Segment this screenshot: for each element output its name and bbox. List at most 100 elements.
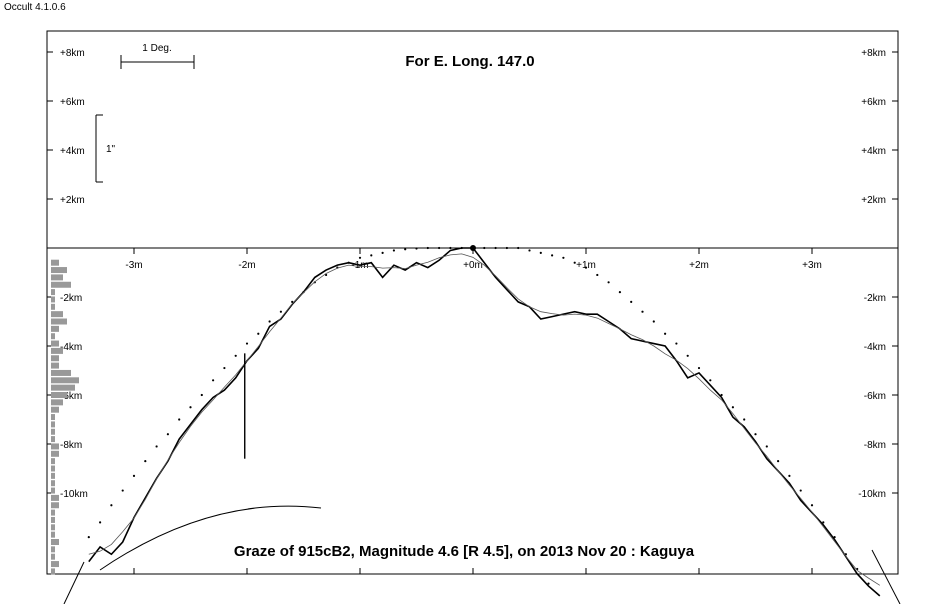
y-tick-label-left: -8km — [60, 440, 82, 451]
reference-dot — [822, 521, 825, 524]
reference-dot — [584, 266, 588, 269]
reference-dot — [799, 489, 802, 492]
histogram-bar — [51, 561, 59, 568]
reference-dot — [697, 366, 701, 370]
plot-frame — [46, 30, 899, 575]
histogram-bar — [51, 289, 55, 296]
reference-dot — [765, 445, 768, 448]
reference-dot — [686, 354, 689, 357]
reference-dot — [99, 521, 102, 524]
histogram-bar — [51, 480, 55, 487]
reference-dot — [528, 249, 531, 252]
reference-dot — [279, 310, 282, 313]
reference-dot — [551, 254, 554, 257]
histogram-bar — [51, 377, 79, 384]
histogram-bar — [51, 281, 71, 288]
histogram-bar — [51, 369, 71, 376]
reference-dot — [426, 246, 429, 250]
y-tick-label-right: -4km — [864, 342, 886, 353]
histogram-bar — [51, 524, 55, 531]
outer-limb-right — [871, 549, 901, 604]
outer-limb-left — [63, 561, 85, 604]
histogram-bar — [51, 296, 55, 303]
reference-dot — [132, 474, 136, 477]
reference-dot — [788, 474, 791, 477]
histogram-bar — [51, 516, 55, 523]
histogram-bar — [51, 568, 55, 575]
reference-dot — [291, 300, 294, 303]
histogram-bar — [51, 414, 55, 421]
reference-dot — [777, 460, 780, 463]
reference-dot — [268, 320, 271, 323]
reference-dot — [607, 281, 610, 284]
histogram-bar — [51, 340, 59, 347]
histogram-bar — [51, 472, 55, 479]
reference-dot — [539, 251, 542, 254]
histogram-bar — [51, 553, 55, 560]
reference-dot — [596, 273, 599, 277]
reference-dot — [234, 354, 237, 357]
y-tick-label-right: -6km — [864, 391, 886, 402]
reference-dot — [257, 332, 260, 335]
reference-dots — [87, 246, 870, 585]
app-title: Occult 4.1.0.6 — [4, 2, 66, 13]
histogram-bar — [51, 421, 55, 428]
reference-dot — [189, 406, 192, 409]
histogram-bar — [51, 355, 59, 362]
reference-dot — [618, 291, 622, 294]
y-axis-ticks: +8km +8km +6km +6km +4km +4km +2km +2km -2km -2km… — [47, 48, 898, 500]
y-tick-label-left: +6km — [60, 97, 85, 108]
y-tick-label-right: +2km — [861, 195, 886, 206]
y-tick-label-left: -2km — [60, 293, 82, 304]
reference-dot — [731, 406, 735, 409]
reference-dot — [87, 536, 90, 539]
arcsec-scale-bar: 1" — [95, 114, 116, 183]
y-tick-label-right: -2km — [864, 293, 886, 304]
reference-dot — [245, 342, 249, 345]
histogram-bar — [51, 450, 59, 457]
histogram-bar — [51, 465, 55, 472]
reference-arc — [99, 505, 322, 571]
histogram-bar — [51, 509, 55, 516]
histogram-bar — [51, 539, 59, 545]
histogram-bar — [51, 362, 59, 369]
reference-dot — [438, 246, 441, 250]
y-tick-label-right: -8km — [864, 440, 886, 451]
reference-dot — [415, 247, 418, 250]
reference-dot — [652, 320, 655, 323]
histogram-bar — [51, 311, 63, 318]
reference-dot — [121, 489, 124, 492]
histogram-bar — [51, 392, 67, 398]
reference-dot — [709, 379, 712, 382]
histogram-bar — [51, 436, 55, 443]
reference-dot — [664, 332, 667, 335]
reference-dot — [178, 418, 181, 421]
histogram-bar — [51, 406, 59, 413]
y-tick-label-left: -4km — [60, 342, 82, 353]
reference-dot — [675, 342, 678, 345]
reference-dot — [562, 256, 565, 259]
degree-scale-label: 1 Deg. — [142, 43, 171, 54]
reference-dot — [370, 254, 373, 257]
y-tick-label-left: -10km — [60, 489, 88, 500]
histogram-bar — [51, 347, 63, 354]
histogram — [51, 259, 79, 575]
y-tick-label-left: -6km — [60, 391, 82, 402]
x-tick-label: +1m — [576, 260, 596, 271]
histogram-bar — [51, 487, 55, 494]
reference-dot — [144, 460, 147, 463]
histogram-bar — [51, 274, 63, 281]
histogram-bar — [51, 502, 59, 509]
histogram-bar — [51, 318, 67, 325]
histogram-bar — [51, 333, 55, 340]
x-tick-label: -3m — [125, 260, 142, 271]
reference-dot — [483, 246, 486, 250]
reference-dot — [867, 582, 870, 585]
limb-profile-line — [88, 247, 881, 597]
x-tick-label: +3m — [802, 260, 822, 271]
reference-dot — [155, 445, 158, 448]
reference-dot — [505, 246, 508, 250]
histogram-bar — [51, 259, 59, 266]
reference-dot — [494, 246, 497, 250]
limb-profile-mean-line — [88, 253, 881, 586]
